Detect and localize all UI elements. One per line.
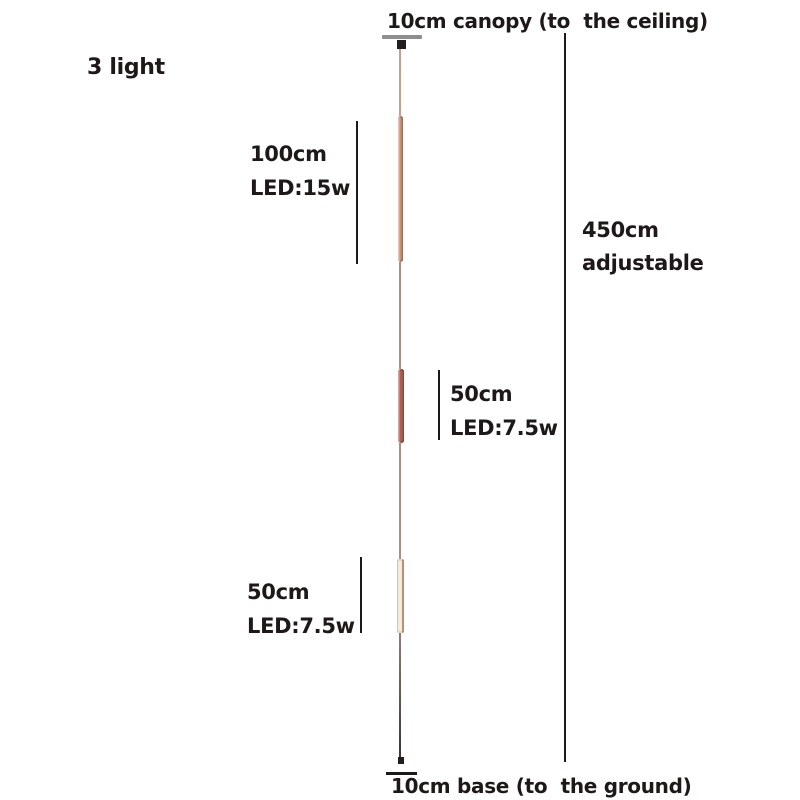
suspension-cable-upper-middle [399, 262, 401, 369]
dimension-line-100cm [356, 121, 358, 264]
annotation-segment-middle: 50cm LED:7.5w [450, 377, 558, 445]
annotation-segment-bottom-length: 50cm [247, 580, 310, 604]
annotation-segment-bottom: 50cm LED:7.5w [247, 575, 355, 643]
annotation-overall-note: adjustable [582, 251, 704, 275]
canopy-label: 10cm canopy (to the ceiling) [387, 9, 708, 33]
base-tick-line [386, 772, 417, 775]
suspension-cable-lower-middle [399, 443, 401, 559]
annotation-segment-top-length: 100cm [250, 142, 327, 166]
base-label: 10cm base (to the ground) [391, 774, 692, 798]
annotation-overall-length: 450cm [582, 218, 659, 242]
annotation-segment-middle-power: LED:7.5w [450, 416, 558, 440]
dimension-line-50cm-middle [438, 370, 440, 440]
led-tube-100cm [398, 116, 403, 262]
dimension-line-50cm-bottom [360, 557, 362, 633]
annotation-segment-bottom-power: LED:7.5w [247, 614, 355, 638]
dimension-line-450cm-overall [564, 33, 566, 762]
led-tube-50cm-middle [398, 369, 404, 443]
suspension-cable-top [399, 49, 401, 117]
canopy-connector [397, 40, 406, 49]
annotation-segment-top-power: LED:15w [250, 176, 351, 200]
suspension-cable-bottom [399, 633, 401, 758]
led-tube-50cm-bottom [397, 559, 404, 633]
annotation-overall-height: 450cm adjustable [582, 214, 704, 280]
annotation-segment-middle-length: 50cm [450, 382, 513, 406]
ceiling-canopy-bar [382, 35, 422, 39]
annotation-segment-top: 100cm LED:15w [250, 137, 350, 205]
cable-end-connector [398, 757, 404, 764]
variant-label: 3 light [87, 55, 165, 80]
